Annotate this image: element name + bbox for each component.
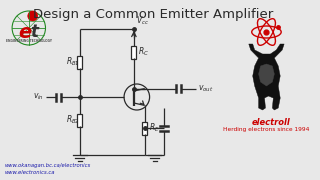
Text: e: e (18, 22, 31, 42)
Bar (142, 122, 147, 134)
Text: t: t (31, 23, 39, 41)
Polygon shape (259, 64, 274, 86)
Text: $v_{in}$: $v_{in}$ (34, 92, 44, 102)
Text: $R_{B2}$: $R_{B2}$ (66, 114, 80, 126)
Bar (132, 46, 136, 58)
Text: $R_{B1}$: $R_{B1}$ (66, 56, 80, 68)
Text: $v_{out}$: $v_{out}$ (198, 83, 213, 94)
Circle shape (28, 11, 38, 21)
Polygon shape (249, 44, 284, 110)
Text: Design a Common Emitter Amplifier: Design a Common Emitter Amplifier (33, 8, 274, 21)
Text: $R_E$: $R_E$ (149, 122, 159, 134)
Text: $V_{cc}$: $V_{cc}$ (136, 15, 149, 27)
Text: ENGINEERING TECHNOLOGY: ENGINEERING TECHNOLOGY (6, 39, 52, 43)
Text: $R_C$: $R_C$ (138, 46, 149, 58)
Bar (77, 114, 82, 127)
Text: www.electronics.ca: www.electronics.ca (4, 170, 55, 175)
Text: electroll: electroll (252, 118, 291, 127)
Text: Herding electrons since 1994: Herding electrons since 1994 (223, 127, 310, 132)
Bar (77, 55, 82, 69)
Text: www.okanagan.bc.ca/electronics: www.okanagan.bc.ca/electronics (4, 163, 91, 168)
